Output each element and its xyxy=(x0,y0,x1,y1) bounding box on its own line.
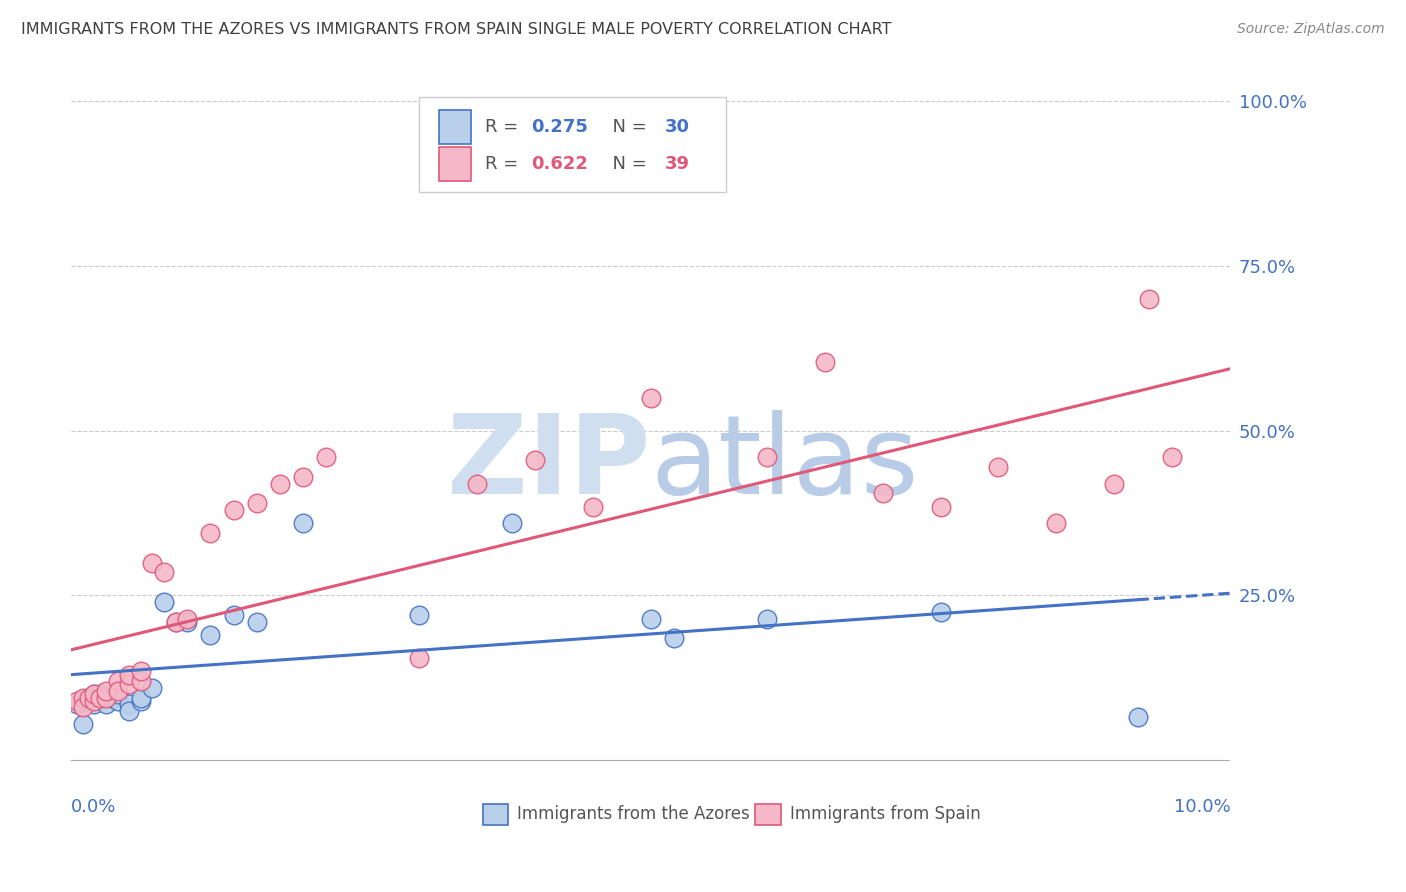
Point xyxy=(118,677,141,691)
Text: 0.622: 0.622 xyxy=(531,154,588,173)
Point xyxy=(107,687,129,701)
FancyBboxPatch shape xyxy=(439,147,471,180)
Point xyxy=(465,476,488,491)
Point xyxy=(118,704,141,718)
Text: R =: R = xyxy=(485,154,524,173)
Point xyxy=(176,611,198,625)
Point xyxy=(94,690,117,705)
Point xyxy=(640,611,662,625)
Point xyxy=(77,690,100,705)
Point xyxy=(1104,476,1126,491)
Point xyxy=(408,651,430,665)
Point xyxy=(814,354,837,368)
Point xyxy=(176,615,198,629)
Point xyxy=(315,450,337,465)
Text: N =: N = xyxy=(600,154,652,173)
Point xyxy=(200,628,222,642)
Point xyxy=(292,516,315,530)
Point xyxy=(118,697,141,711)
Point xyxy=(165,615,187,629)
Point xyxy=(200,525,222,540)
Point xyxy=(129,694,152,708)
Point xyxy=(1126,710,1149,724)
Point xyxy=(129,674,152,689)
Point xyxy=(1161,450,1184,465)
Text: N =: N = xyxy=(600,118,652,136)
Point xyxy=(141,681,163,695)
Point xyxy=(153,566,176,580)
Text: R =: R = xyxy=(485,118,524,136)
Point xyxy=(118,667,141,681)
Point xyxy=(523,453,546,467)
Point xyxy=(1045,516,1067,530)
Text: 0.275: 0.275 xyxy=(531,118,588,136)
Point xyxy=(929,605,952,619)
Text: Immigrants from Spain: Immigrants from Spain xyxy=(790,805,980,823)
Point xyxy=(129,690,152,705)
Point xyxy=(987,460,1010,475)
Text: 10.0%: 10.0% xyxy=(1174,798,1230,816)
Text: ZIP: ZIP xyxy=(447,409,651,516)
Point xyxy=(408,608,430,623)
Point xyxy=(755,450,778,465)
Point xyxy=(165,615,187,629)
Text: 39: 39 xyxy=(665,154,690,173)
Point xyxy=(94,684,117,698)
Point xyxy=(83,694,105,708)
Point xyxy=(107,684,129,698)
Point xyxy=(929,500,952,514)
Point xyxy=(129,665,152,679)
Point xyxy=(872,486,894,500)
Text: 0.0%: 0.0% xyxy=(72,798,117,816)
FancyBboxPatch shape xyxy=(755,804,780,825)
Text: IMMIGRANTS FROM THE AZORES VS IMMIGRANTS FROM SPAIN SINGLE MALE POVERTY CORRELAT: IMMIGRANTS FROM THE AZORES VS IMMIGRANTS… xyxy=(21,22,891,37)
Point xyxy=(582,500,605,514)
Point xyxy=(72,717,94,731)
Point xyxy=(222,503,245,517)
Text: Immigrants from the Azores: Immigrants from the Azores xyxy=(517,805,751,823)
Point xyxy=(662,632,685,646)
Point xyxy=(94,697,117,711)
Point xyxy=(153,595,176,609)
Text: Source: ZipAtlas.com: Source: ZipAtlas.com xyxy=(1237,22,1385,37)
Point xyxy=(94,690,117,705)
Point xyxy=(501,516,523,530)
Point xyxy=(101,690,124,705)
Point xyxy=(66,697,89,711)
Point xyxy=(755,611,778,625)
Point xyxy=(83,687,105,701)
Point xyxy=(107,674,129,689)
Point xyxy=(107,694,129,708)
Point xyxy=(269,476,291,491)
Point xyxy=(77,690,100,705)
Point xyxy=(640,391,662,405)
Point xyxy=(246,615,269,629)
Text: atlas: atlas xyxy=(651,409,920,516)
Point xyxy=(1137,292,1160,306)
Point xyxy=(141,556,163,570)
Text: 30: 30 xyxy=(665,118,690,136)
Point xyxy=(89,690,111,705)
Point xyxy=(72,690,94,705)
Point xyxy=(83,697,105,711)
Point xyxy=(292,470,315,484)
FancyBboxPatch shape xyxy=(482,804,508,825)
Point xyxy=(222,608,245,623)
Point xyxy=(83,687,105,701)
Point xyxy=(72,700,94,714)
Point xyxy=(89,687,111,701)
Point xyxy=(66,694,89,708)
FancyBboxPatch shape xyxy=(439,110,471,144)
Point xyxy=(246,496,269,510)
FancyBboxPatch shape xyxy=(419,96,725,192)
